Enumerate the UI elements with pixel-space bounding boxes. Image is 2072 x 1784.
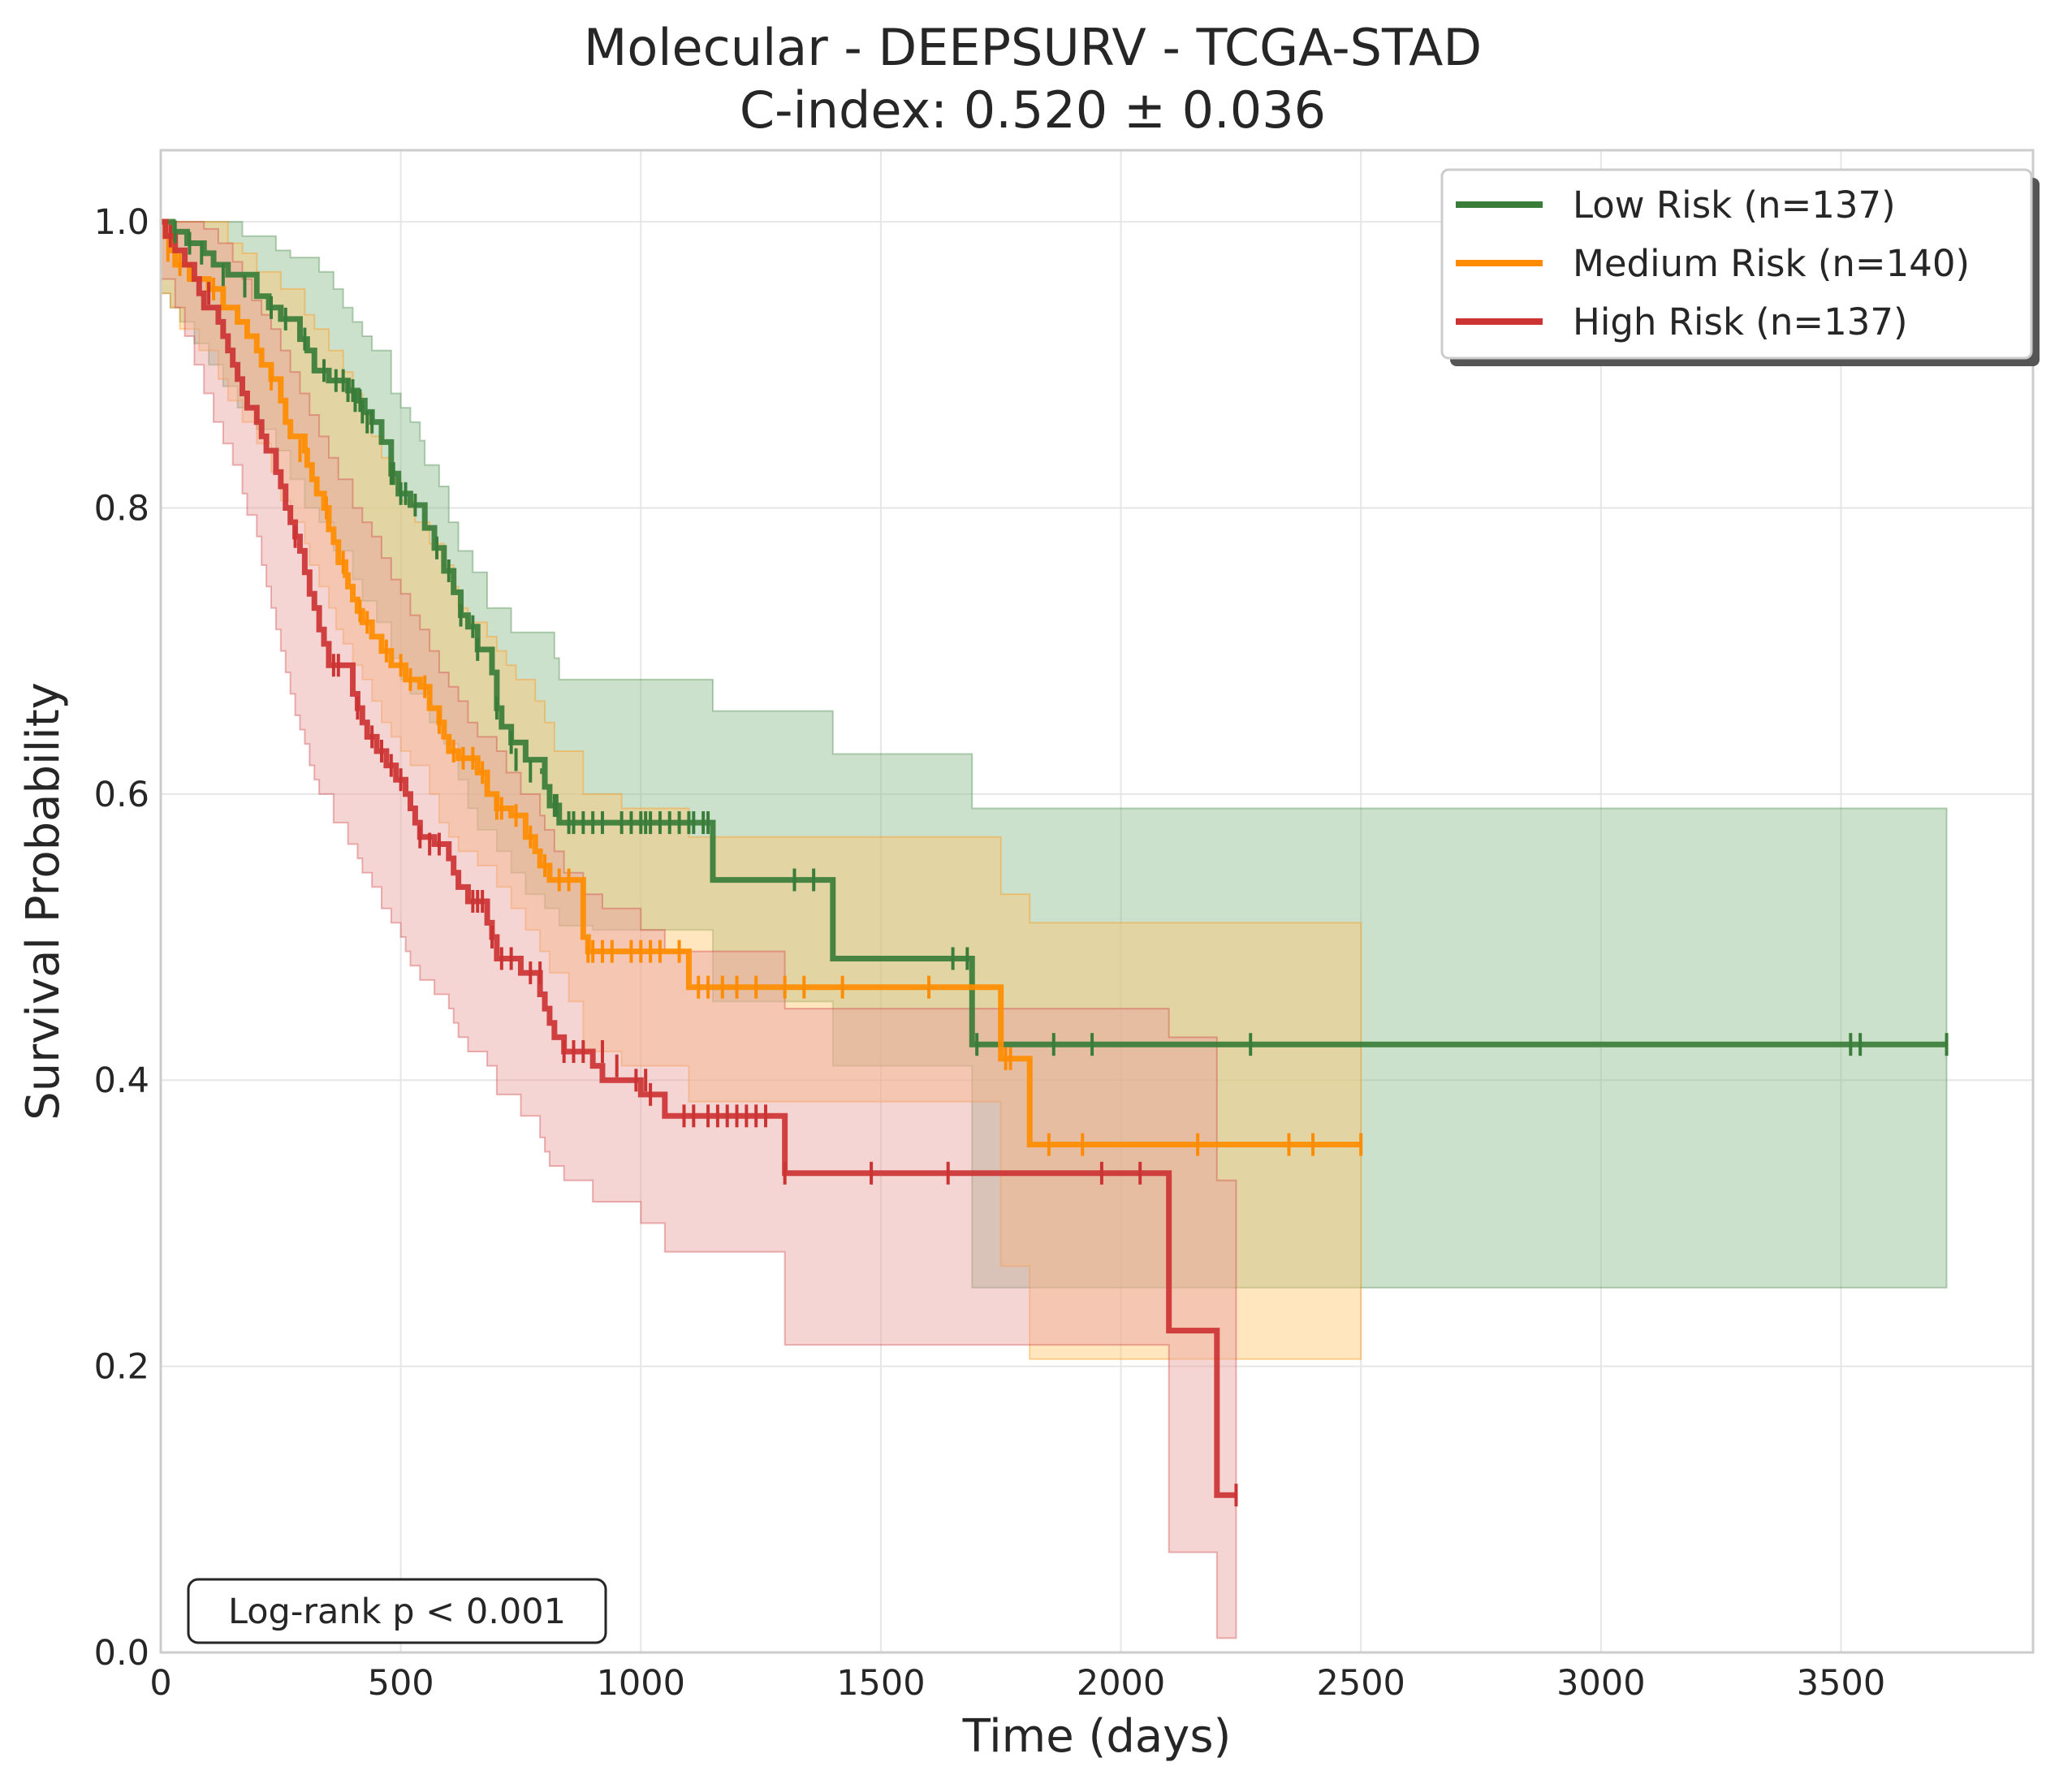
legend-label: Medium Risk (n=140) [1573, 242, 1970, 285]
chart-subtitle: C-index: 0.520 ± 0.036 [740, 80, 1326, 140]
legend-items: Low Risk (n=137) Medium Risk (n=140) High … [1456, 184, 1970, 343]
annotation-text: Log-rank p < 0.001 [228, 1592, 566, 1632]
legend: Low Risk (n=137) Medium Risk (n=140) High … [1440, 168, 2040, 366]
x-tick-labels: 0 500 1000 1500 2000 2500 3000 3500 [149, 1663, 1885, 1704]
ci-band-series-3 [160, 221, 1237, 1639]
x-tick-label: 0 [149, 1663, 171, 1704]
x-tick-label: 500 [368, 1663, 434, 1704]
x-tick-label: 3000 [1556, 1663, 1645, 1704]
confidence-bands [160, 221, 1948, 1639]
ci-band-series-1 [160, 221, 1948, 1289]
legend-label: High Risk (n=137) [1573, 300, 1908, 343]
y-tick-label: 1.0 [94, 202, 149, 243]
ci-band-series-2 [160, 221, 1362, 1360]
censor-marks [166, 220, 1949, 1507]
survival-line-series-1 [161, 218, 1947, 1048]
x-tick-label: 1000 [597, 1663, 685, 1704]
logrank-annotation: Log-rank p < 0.001 [187, 1578, 607, 1644]
y-tick-label: 0.8 [94, 488, 149, 529]
y-axis-label: Survival Probability [17, 682, 70, 1121]
y-tick-label: 0.2 [94, 1347, 149, 1388]
y-tick-labels: 0.0 0.2 0.4 0.6 0.8 1.0 [94, 202, 149, 1674]
annotation-box [187, 1578, 607, 1644]
legend-label: Low Risk (n=137) [1573, 184, 1896, 227]
chart-title: Molecular - DEEPSURV - TCGA-STAD [584, 18, 1482, 77]
x-tick-label: 2000 [1077, 1663, 1165, 1704]
x-tick-label: 1500 [836, 1663, 925, 1704]
y-tick-label: 0.0 [94, 1633, 149, 1674]
legend-box [1440, 168, 2033, 360]
survival-line-series-2 [161, 218, 1362, 1148]
x-axis-label: Time (days) [962, 1710, 1232, 1763]
plot-frame [159, 149, 2035, 1654]
x-tick-label: 2500 [1316, 1663, 1405, 1704]
y-tick-label: 0.4 [94, 1060, 149, 1101]
y-tick-label: 0.6 [94, 775, 149, 815]
x-tick-label: 3500 [1797, 1663, 1885, 1704]
